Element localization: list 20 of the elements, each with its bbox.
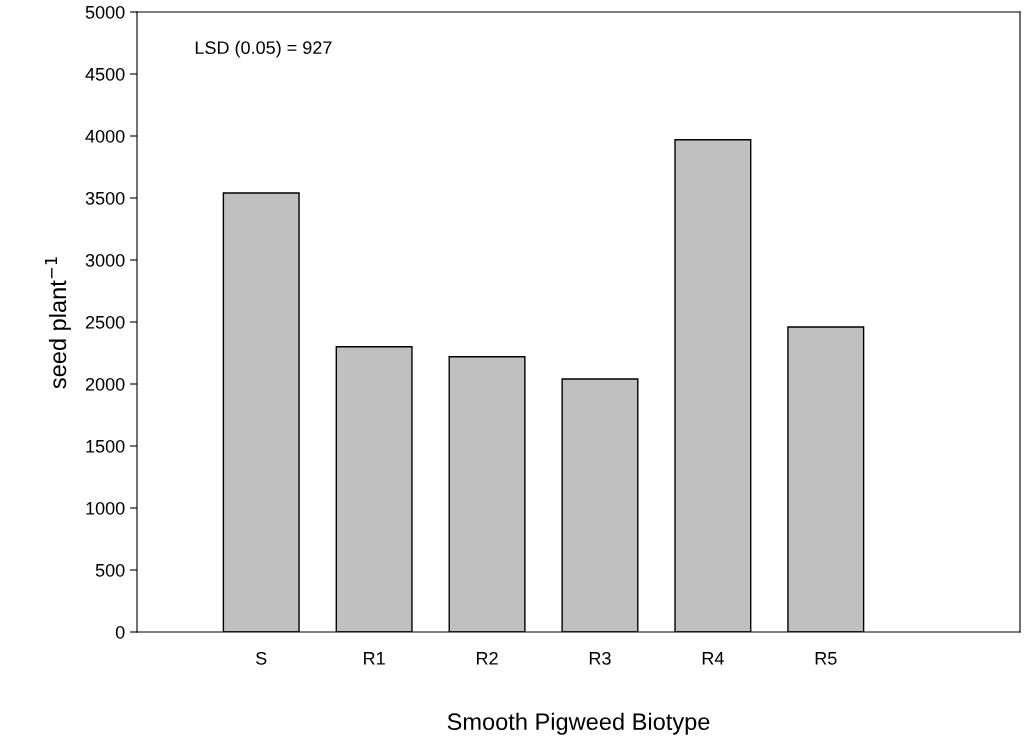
x-tick-label: R2 [476,651,498,665]
y-tick-label: 500 [95,563,125,577]
y-axis-title: seed plant$^{−1}$ [44,257,71,389]
y-tick-label: 2500 [85,315,125,329]
y-tick-label: 4500 [85,67,125,81]
x-axis-title: Smooth Pigweed Biotype [447,712,710,735]
y-tick-label: 4000 [85,129,125,143]
y-tick-label: 5000 [85,5,125,19]
y-tick-label: 1500 [86,439,125,453]
x-tick-label: R5 [815,652,837,665]
annotation: LSD (0.05) = 927 [195,40,332,58]
y-tick-label: 0 [115,625,125,639]
x-tick-label: R3 [589,651,611,665]
x-tick-label: S [256,651,267,665]
y-tick-label: 1000 [86,501,125,515]
y-tick-label: 3000 [85,253,125,267]
y-tick-label: 3500 [85,191,125,205]
x-tick-label: R4 [702,652,724,665]
x-tick-label: R1 [364,652,385,665]
y-tick-label: 2000 [85,377,125,391]
